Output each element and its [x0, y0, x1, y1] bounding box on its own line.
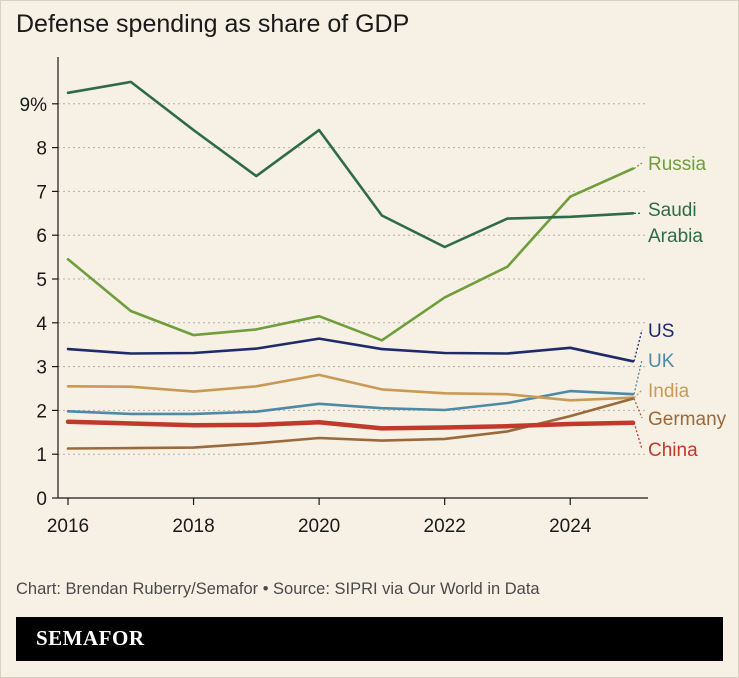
series-label-us: US [648, 321, 674, 342]
series-line-us [66, 337, 635, 363]
y-tick-label: 0 [36, 489, 47, 510]
label-leader-russia [633, 162, 643, 170]
y-tick-label: 6 [36, 226, 47, 247]
series-label-china: China [648, 440, 698, 461]
chart-title: Defense spending as share of GDP [16, 10, 410, 38]
y-tick-label: 5 [36, 270, 47, 291]
y-tick-label: 9% [20, 95, 48, 116]
brand-bar: SEMAFOR [16, 617, 723, 661]
series-line-saudi-arabia [66, 80, 635, 249]
series-label-india: India [648, 381, 690, 402]
label-leader-china [633, 422, 643, 450]
y-tick-label: 4 [36, 314, 47, 335]
series-label-russia: Russia [648, 154, 707, 175]
x-tick-label: 2018 [172, 516, 214, 537]
brand-logo-text: SEMAFOR [36, 626, 145, 650]
series-line-india [66, 373, 635, 402]
source-credit: Chart: Brendan Ruberry/Semafor • Source:… [16, 580, 540, 598]
series-label-germany: Germany [648, 409, 727, 430]
x-tick-label: 2022 [424, 516, 466, 537]
label-leader-germany [633, 398, 643, 419]
label-leader-india [633, 389, 643, 399]
series-line-china [65, 419, 636, 431]
y-tick-label: 2 [36, 401, 47, 422]
series-label-saudi-arabia: Saudi [648, 200, 697, 221]
label-leader-us [633, 329, 643, 362]
label-leader-uk [633, 359, 643, 395]
x-tick-label: 2024 [549, 516, 592, 537]
y-tick-label: 8 [36, 139, 47, 160]
series-line-russia [66, 167, 635, 342]
line-chart: 0 1 2 3 4 5 6 7 8 9% 2016 2018 2020 2022 2024 Saudi Arab… [20, 57, 727, 537]
y-tick-label: 1 [36, 445, 47, 466]
y-tick-label: 3 [36, 358, 47, 379]
series-label-uk: UK [648, 351, 675, 372]
x-tick-label: 2016 [47, 516, 89, 537]
y-tick-label: 7 [36, 182, 47, 203]
x-tick-label: 2020 [298, 516, 340, 537]
series-label-saudi-arabia: Arabia [648, 226, 703, 247]
